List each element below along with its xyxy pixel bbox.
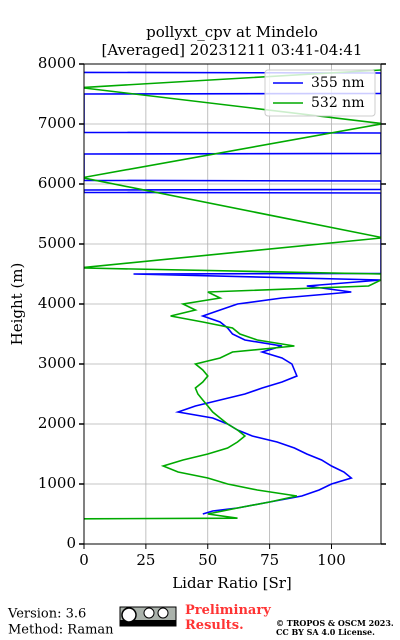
y-tick-label: 3000	[38, 354, 76, 372]
version: Version: 3.6	[7, 607, 86, 622]
y-tick-label: 7000	[38, 114, 76, 132]
chart-subtitle: [Averaged] 20231211 03:41-04:41	[102, 41, 363, 59]
x-tick-label: 75	[260, 551, 279, 569]
y-axis-label: Height (m)	[8, 263, 26, 346]
x-tick-label: 25	[136, 551, 155, 569]
cc-logo	[119, 606, 177, 627]
profile-line	[84, 71, 381, 515]
y-tick-label: 0	[66, 534, 76, 552]
legend-box	[264, 69, 376, 117]
legend-label: 532 nm	[311, 95, 364, 111]
x-tick-label: 0	[79, 551, 89, 569]
chart-title: pollyxt_cpv at Mindelo	[146, 23, 318, 41]
x-tick-label: 100	[317, 551, 346, 569]
legend-label: 355 nm	[311, 75, 364, 91]
y-tick-label: 6000	[38, 174, 76, 192]
license: CC BY SA 4.0 License.	[276, 627, 375, 637]
profile-line	[84, 69, 381, 520]
x-tick-label: 50	[198, 551, 217, 569]
preliminary-line-1: Preliminary Results.	[185, 603, 271, 633]
y-tick-label: 5000	[38, 234, 76, 252]
method: Method: Raman	[8, 623, 114, 638]
y-tick-label: 2000	[38, 414, 76, 432]
x-axis-label: Lidar Ratio [Sr]	[172, 574, 292, 592]
copyright: © TROPOS & OSCM 2023.	[276, 618, 394, 628]
y-tick-label: 4000	[38, 294, 76, 312]
plot-frame	[83, 63, 382, 545]
y-tick-label: 1000	[38, 474, 76, 492]
y-tick-label: 8000	[38, 54, 76, 72]
